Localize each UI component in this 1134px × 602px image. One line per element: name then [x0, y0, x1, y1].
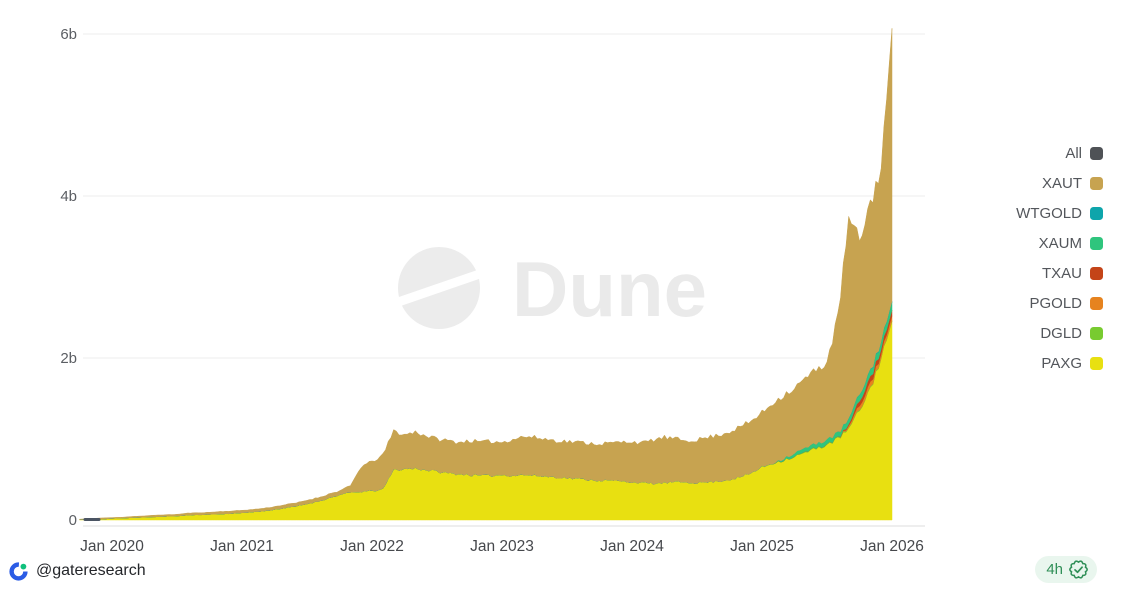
legend-label: All — [1065, 144, 1082, 162]
legend-label: XAUM — [1038, 234, 1082, 252]
chart-legend: All XAUT WTGOLD XAUM TXAU PGOLD DGLD PAXG — [1016, 138, 1103, 378]
x-axis-label-jan-2025: Jan 2025 — [730, 538, 794, 555]
data-age-label: 4h — [1046, 561, 1063, 578]
area-series-xaut — [79, 28, 893, 520]
legend-swatch-pgold — [1090, 296, 1103, 310]
legend-item-paxg[interactable]: PAXG — [1016, 348, 1103, 378]
legend-item-dgld[interactable]: DGLD — [1016, 318, 1103, 348]
y-axis-label-4b: 4b — [60, 188, 77, 205]
legend-swatch-xaut — [1090, 176, 1103, 190]
dune-watermark-text: Dune — [512, 245, 707, 333]
legend-swatch-dgld — [1090, 326, 1103, 340]
legend-item-xaum[interactable]: XAUM — [1016, 228, 1103, 258]
seal-outline — [1069, 560, 1088, 579]
legend-swatch-wtgold — [1090, 206, 1103, 220]
data-freshness-badge[interactable]: 4h — [1035, 556, 1097, 583]
legend-swatch-paxg — [1090, 356, 1103, 370]
dune-watermark: Dune — [386, 235, 726, 350]
legend-item-wtgold[interactable]: WTGOLD — [1016, 198, 1103, 228]
y-axis-label-2b: 2b — [60, 350, 77, 367]
attribution-handle: @gateresearch — [36, 562, 146, 579]
legend-label: PAXG — [1041, 354, 1082, 372]
x-axis-label-jan-2022: Jan 2022 — [340, 538, 404, 555]
legend-label: XAUT — [1041, 174, 1082, 192]
legend-label: WTGOLD — [1016, 204, 1082, 222]
legend-label: TXAU — [1041, 264, 1082, 282]
legend-item-xaut[interactable]: XAUT — [1016, 168, 1103, 198]
x-axis-label-jan-2021: Jan 2021 — [210, 538, 274, 555]
legend-item-all[interactable]: All — [1016, 138, 1103, 168]
x-axis-label-jan-2020: Jan 2020 — [80, 538, 144, 555]
attribution-link[interactable]: @gateresearch — [8, 558, 146, 584]
x-axis-label-jan-2024: Jan 2024 — [600, 538, 664, 555]
legend-swatch-all — [1090, 146, 1103, 160]
y-axis-label-0: 0 — [69, 512, 77, 529]
legend-swatch-txau — [1090, 266, 1103, 280]
legend-label: DGLD — [1040, 324, 1082, 342]
x-axis-label-jan-2023: Jan 2023 — [470, 538, 534, 555]
legend-item-txau[interactable]: TXAU — [1016, 258, 1103, 288]
legend-swatch-xaum — [1090, 236, 1103, 250]
legend-label: PGOLD — [1029, 294, 1082, 312]
gate-logo-icon — [9, 561, 28, 581]
legend-item-pgold[interactable]: PGOLD — [1016, 288, 1103, 318]
dune-logo-icon: Dune — [386, 245, 707, 333]
x-axis-label-jan-2026: Jan 2026 — [860, 538, 924, 555]
verified-seal-icon — [1069, 560, 1088, 579]
y-axis-label-6b: 6b — [60, 26, 77, 43]
